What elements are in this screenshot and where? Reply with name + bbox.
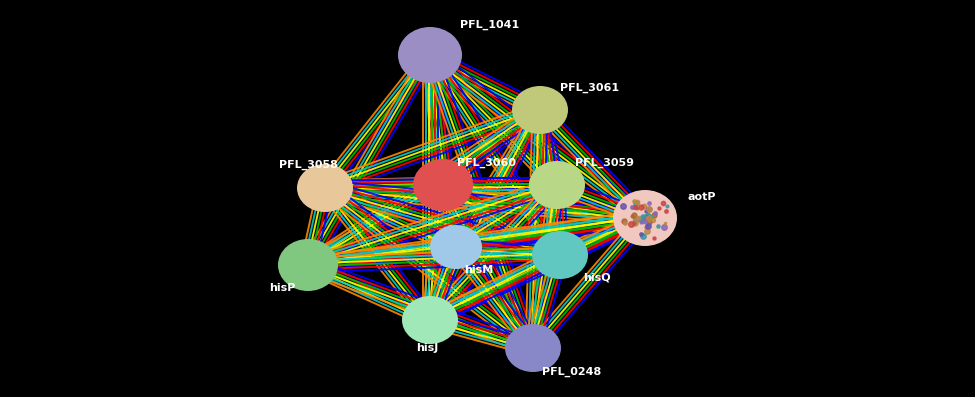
Ellipse shape bbox=[529, 161, 585, 209]
Ellipse shape bbox=[613, 190, 677, 246]
Ellipse shape bbox=[505, 324, 561, 372]
Ellipse shape bbox=[402, 296, 458, 344]
Ellipse shape bbox=[398, 27, 462, 83]
Text: aotP: aotP bbox=[687, 192, 717, 202]
Text: PFL_1041: PFL_1041 bbox=[460, 20, 520, 30]
Ellipse shape bbox=[512, 86, 568, 134]
Text: PFL_3059: PFL_3059 bbox=[574, 158, 634, 168]
Text: hisP: hisP bbox=[269, 283, 295, 293]
Ellipse shape bbox=[413, 159, 473, 211]
Text: PFL_3060: PFL_3060 bbox=[457, 158, 517, 168]
Ellipse shape bbox=[532, 231, 588, 279]
Text: PFL_3058: PFL_3058 bbox=[279, 160, 337, 170]
Text: PFL_3061: PFL_3061 bbox=[561, 83, 619, 93]
Ellipse shape bbox=[278, 239, 338, 291]
Text: PFL_0248: PFL_0248 bbox=[542, 367, 602, 377]
Text: hisJ: hisJ bbox=[416, 343, 438, 353]
Text: hisM: hisM bbox=[464, 265, 493, 275]
Ellipse shape bbox=[297, 164, 353, 212]
Text: hisQ: hisQ bbox=[583, 273, 610, 283]
Ellipse shape bbox=[430, 225, 482, 269]
